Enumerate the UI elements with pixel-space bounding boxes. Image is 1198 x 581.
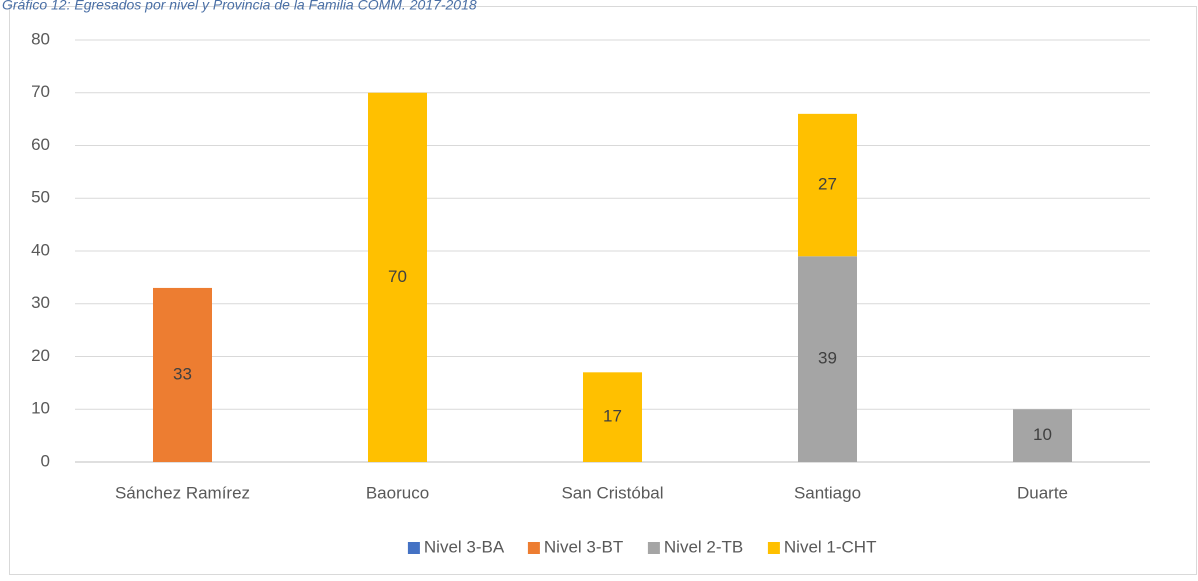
bar-segment [798,113,857,257]
bar-segment [798,256,857,462]
y-tick-label: 30 [31,293,50,312]
legend-label: Nivel 2-TB [664,537,743,556]
legend-label: Nivel 3-BT [544,537,623,556]
y-tick-label: 20 [31,346,50,365]
bar-segment [153,287,212,462]
legend-label: Nivel 3-BA [424,537,505,556]
data-label: 33 [173,364,192,383]
bar-segment [1013,409,1072,462]
data-label: 27 [818,175,837,194]
legend-swatch [767,542,780,554]
legend-label: Nivel 1-CHT [784,537,877,556]
y-tick-label: 50 [31,188,50,207]
x-tick-label: Baoruco [366,483,429,502]
data-label: 10 [1033,425,1052,444]
x-tick-label: Sánchez Ramírez [115,483,250,502]
x-tick-label: San Cristóbal [561,483,663,502]
legend-swatch [647,542,660,554]
y-tick-label: 10 [31,399,50,418]
y-tick-label: 60 [31,135,50,154]
legend-swatch [527,542,540,554]
y-tick-label: 70 [31,82,50,101]
data-label: 39 [818,349,837,368]
x-tick-label: Duarte [1017,483,1068,502]
y-tick-label: 40 [31,240,50,259]
y-tick-label: 80 [31,29,50,48]
legend-swatch [407,542,420,554]
y-tick-label: 0 [41,451,50,470]
bar-segment [583,372,642,462]
bar-segment [368,92,427,462]
data-label: 17 [603,407,622,426]
x-tick-label: Santiago [794,483,861,502]
data-label: 70 [388,267,407,286]
chart-title: Gráfico 12: Egresados por nivel y Provin… [2,0,477,13]
